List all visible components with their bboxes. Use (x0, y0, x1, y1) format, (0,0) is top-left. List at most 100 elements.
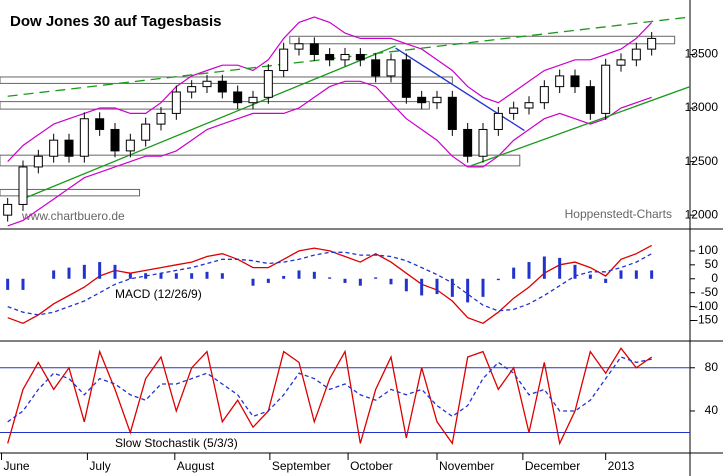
candle-body (631, 48, 641, 61)
histogram-bar (67, 267, 71, 279)
histogram-bar (328, 277, 332, 279)
histogram-bar (144, 273, 148, 279)
candle-body (616, 59, 626, 66)
candle-body (95, 118, 105, 130)
candle-body (555, 75, 565, 88)
y-tick-label: 100 (698, 243, 718, 257)
histogram-bar (588, 274, 592, 279)
candle-body (79, 118, 89, 157)
indicator-line (7, 356, 652, 423)
histogram-bar (634, 270, 638, 279)
histogram-bar (82, 264, 86, 279)
candle-body (64, 139, 74, 157)
histogram-bar (558, 257, 562, 279)
histogram-bar (159, 273, 163, 279)
y-tick-label: -100 (694, 299, 718, 313)
y-tick-label: 40 (705, 403, 719, 417)
histogram-bar (297, 270, 301, 279)
candle-body (309, 43, 319, 55)
candle-body (401, 59, 411, 98)
candle-body (447, 96, 457, 130)
histogram-bar (512, 267, 516, 279)
candle-body (233, 91, 243, 104)
x-tick-label: August (177, 459, 215, 473)
x-tick-label: 2013 (608, 459, 635, 473)
x-tick-label: July (89, 459, 110, 473)
candle-body (478, 128, 488, 157)
candle-body (601, 64, 611, 114)
histogram-bar (420, 278, 424, 296)
trend-line (470, 86, 691, 167)
candle-body (217, 80, 227, 93)
histogram-bar (450, 278, 454, 297)
histogram-bar (542, 256, 546, 279)
histogram-bar (282, 275, 286, 279)
histogram-bar (404, 278, 408, 292)
y-tick-label: 12000 (685, 207, 719, 221)
candle-body (3, 203, 13, 216)
candle-body (340, 53, 350, 61)
histogram-bar (389, 278, 393, 285)
histogram-bar (527, 262, 531, 279)
histogram-bar (496, 278, 500, 281)
y-tick-label: 12500 (685, 154, 719, 168)
candle-body (110, 128, 120, 152)
trend-line (19, 45, 396, 201)
candle-body (647, 37, 657, 50)
y-tick-label: -150 (694, 313, 718, 327)
source-label: Hoppenstedt-Charts (565, 207, 672, 221)
candle-body (141, 123, 151, 141)
x-tick-label: September (272, 459, 331, 473)
zone (0, 101, 430, 110)
trend-line (395, 47, 525, 132)
y-tick-label: 0 (711, 271, 718, 285)
histogram-bar (251, 278, 255, 286)
histogram-bar (113, 264, 117, 279)
histogram-bar (573, 264, 577, 279)
candle-body (585, 86, 595, 114)
histogram-bar (358, 278, 362, 286)
candle-body (570, 75, 580, 88)
candle-body (294, 43, 304, 50)
candle-body (371, 59, 381, 77)
bollinger-band (7, 80, 652, 227)
histogram-bar (650, 270, 654, 279)
histogram-bar (220, 273, 224, 279)
indicator-label: Slow Stochastik (5/3/3) (115, 436, 238, 450)
histogram-bar (604, 278, 608, 283)
zone (289, 35, 676, 45)
indicator-line (7, 347, 653, 446)
histogram-bar (481, 278, 485, 297)
candle-body (125, 139, 135, 152)
histogram-bar (52, 270, 56, 279)
histogram-bar (190, 273, 194, 279)
histogram-bar (98, 262, 102, 279)
zone (0, 188, 141, 197)
candle-body (279, 48, 289, 72)
candle-body (49, 139, 59, 157)
candle-body (386, 59, 396, 77)
y-tick-label: 50 (705, 257, 719, 271)
candle-body (493, 112, 503, 130)
histogram-bar (174, 273, 178, 279)
histogram-bar (374, 277, 378, 279)
candle-body (432, 96, 442, 104)
candle-body (355, 53, 365, 61)
candle-body (187, 86, 197, 93)
candle-body (18, 166, 28, 205)
x-tick-label: December (525, 459, 580, 473)
candle-body (263, 70, 273, 98)
candle-body (248, 96, 258, 104)
histogram-bar (312, 271, 316, 279)
histogram-bar (619, 270, 623, 279)
y-tick-label: 13500 (685, 47, 719, 61)
histogram-bar (435, 278, 439, 295)
histogram-bar (205, 271, 209, 279)
y-tick-label: -50 (701, 285, 719, 299)
y-tick-label: 80 (705, 360, 719, 374)
candle-body (539, 86, 549, 104)
histogram-bar (266, 278, 270, 283)
candle-body (524, 102, 534, 109)
